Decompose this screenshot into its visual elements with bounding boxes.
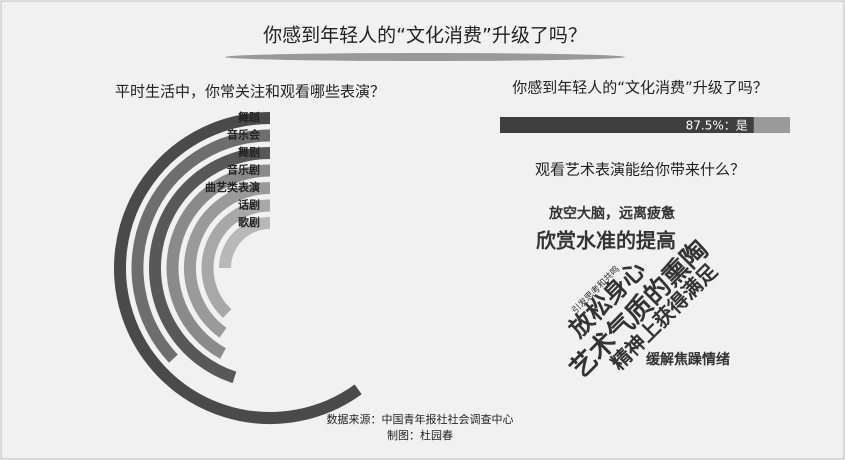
arc-bar	[219, 217, 271, 269]
left-title: 平时生活中，你常关注和观看哪些表演？	[115, 83, 385, 101]
arc-bar	[166, 164, 271, 359]
cloud-word: 欣赏水准的提高	[536, 229, 676, 253]
category-label: 曲艺类表演	[205, 180, 260, 194]
right-title: 你感到年轻人的“文化消费”升级了吗？	[512, 79, 768, 97]
credit: 制图：杜园春	[387, 428, 453, 442]
arc-bar	[149, 147, 271, 384]
category-label: 舞剧	[238, 145, 260, 159]
arc-bar	[131, 129, 271, 363]
arc-bar	[201, 199, 271, 318]
bar	[500, 117, 754, 133]
cloud-title: 观看艺术表演能给你带来什么？	[535, 161, 745, 179]
cloud-word: 缓解焦躁情绪	[646, 351, 730, 368]
title-underline	[225, 53, 625, 61]
category-label: 舞蹈	[238, 110, 260, 124]
arc-bar	[184, 182, 271, 338]
arc-bar	[114, 112, 362, 424]
source: 数据来源：中国青年报社社会调查中心	[327, 412, 514, 426]
category-label: 音乐剧	[227, 163, 260, 177]
bar-label: 87.5%：是	[686, 119, 748, 133]
cloud-word: 放空大脑，远离疲惫	[548, 205, 676, 222]
category-label: 话剧	[238, 198, 260, 212]
main-title: 你感到年轻人的“文化消费”升级了吗？	[263, 25, 587, 47]
category-label: 歌剧	[238, 215, 260, 229]
category-label: 音乐会	[227, 128, 261, 142]
